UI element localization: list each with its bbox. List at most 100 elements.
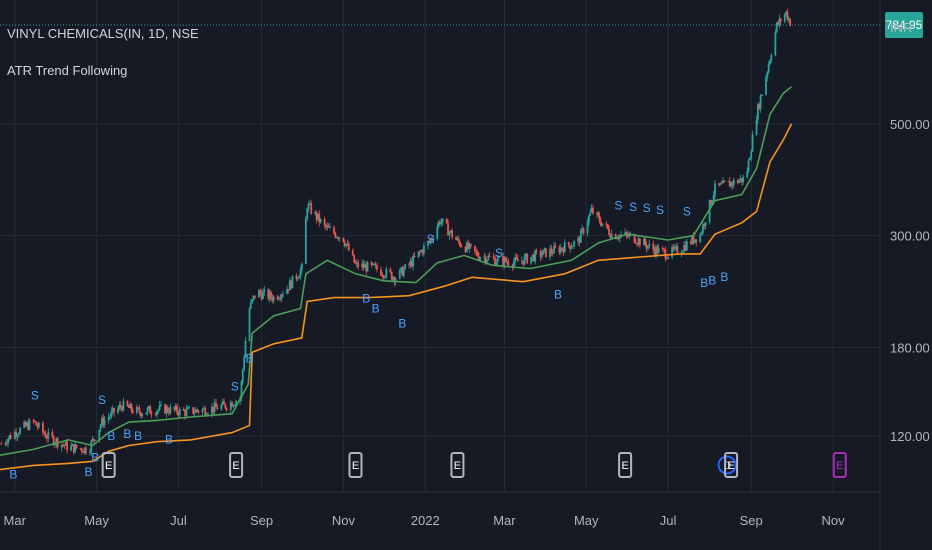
candle (663, 248, 665, 254)
candle (223, 398, 225, 404)
candle (418, 249, 421, 256)
candle (766, 71, 769, 82)
symbol-title[interactable]: VINYL CHEMICALS(IN, 1D, NSE (7, 26, 199, 41)
candle-body (758, 104, 761, 109)
candle-body (590, 207, 593, 213)
candle-body (229, 402, 232, 410)
candle-body (158, 405, 161, 410)
candle (738, 179, 741, 184)
candle-body (52, 436, 55, 445)
candle-body (318, 213, 321, 223)
candle-body (326, 225, 329, 228)
candle (783, 13, 786, 24)
candle-body (192, 407, 195, 414)
candle (357, 259, 360, 270)
candle-body (684, 244, 687, 251)
candle-body (262, 291, 264, 299)
candle (385, 266, 388, 280)
candle (362, 259, 365, 271)
candle (93, 438, 95, 444)
candle-body (9, 435, 12, 439)
candle (333, 225, 335, 235)
candle-body (5, 443, 8, 445)
candle (653, 246, 656, 257)
candle-body (173, 406, 176, 410)
candle (315, 210, 318, 224)
candle (317, 213, 319, 221)
candle (601, 223, 604, 227)
candle-body (16, 435, 19, 437)
candle (432, 235, 435, 244)
candle-body (139, 412, 142, 417)
candle (578, 236, 581, 247)
indicator-title[interactable]: ATR Trend Following (7, 63, 128, 78)
candle-body (711, 200, 714, 205)
candle (270, 290, 272, 302)
candle-body (149, 406, 152, 414)
earnings-marker[interactable] (348, 452, 363, 478)
candle (107, 412, 110, 424)
candle-body (460, 246, 463, 248)
candle-body (577, 238, 580, 242)
candle-body (98, 429, 101, 441)
candle-body (432, 238, 435, 240)
candle-body (119, 405, 122, 408)
candle (70, 442, 72, 452)
candle (785, 11, 787, 17)
candle (203, 405, 205, 410)
candle-body (736, 179, 739, 184)
upcoming-earnings-marker[interactable] (832, 452, 847, 478)
earnings-marker[interactable] (618, 452, 633, 478)
candle (119, 401, 122, 411)
signal-b: B (91, 450, 99, 464)
dividend-marker[interactable] (717, 455, 737, 475)
candle (154, 412, 157, 417)
candle-body (714, 183, 716, 196)
candle-body (787, 18, 790, 20)
candle (492, 252, 495, 261)
candle-body (182, 408, 185, 411)
y-tick-label: 180.00 (890, 340, 930, 355)
candle-body (534, 250, 537, 262)
candle-body (38, 422, 40, 428)
candle-body (221, 401, 224, 406)
candle-body (769, 60, 771, 65)
candle (545, 248, 547, 258)
candle-body (35, 421, 38, 426)
candle (637, 236, 640, 247)
candle (736, 178, 739, 185)
candle-body (710, 200, 712, 205)
candle-body (271, 297, 274, 301)
earnings-marker[interactable] (229, 452, 244, 478)
candle-body (624, 232, 627, 235)
candle (507, 258, 510, 267)
candle-body (282, 293, 284, 295)
candle (215, 398, 217, 407)
trend-line-orange (0, 123, 793, 471)
candle-body (656, 246, 659, 254)
candle (667, 256, 669, 260)
candle-body (559, 247, 562, 253)
candle-body (740, 178, 743, 183)
earnings-marker[interactable] (724, 452, 739, 478)
candle (708, 199, 711, 225)
candle-body (515, 257, 518, 259)
candle-body (718, 183, 720, 186)
candle (231, 400, 233, 407)
candle-body (317, 213, 319, 220)
candle-body (617, 238, 620, 240)
candle-body (783, 14, 786, 22)
earnings-marker[interactable] (450, 452, 465, 478)
candle (233, 403, 236, 406)
candle (710, 199, 712, 206)
candle (460, 243, 463, 248)
candle-body (761, 94, 763, 97)
candle (35, 421, 38, 426)
candle-body (598, 215, 601, 222)
candle-body (581, 228, 584, 231)
earnings-marker[interactable] (101, 452, 116, 478)
candle-body (102, 417, 105, 426)
candle (193, 408, 196, 418)
candle-body (19, 427, 22, 434)
